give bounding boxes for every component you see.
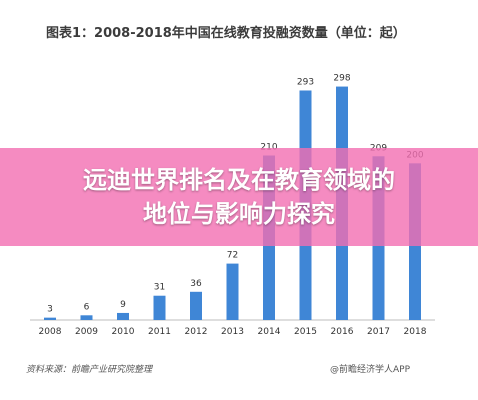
value-label-2008: 3: [47, 305, 53, 315]
value-label-2016: 298: [333, 74, 350, 84]
value-label-2011: 31: [154, 283, 165, 293]
x-tick-2013: 2013: [221, 327, 244, 337]
value-label-2009: 6: [84, 302, 90, 312]
bar-2013: [226, 263, 239, 320]
app-credit: @前瞻经济学人APP: [330, 365, 411, 375]
value-label-2012: 36: [190, 279, 202, 289]
bar-2012: [190, 291, 202, 320]
bar-2011: [153, 295, 166, 320]
x-tick-2012: 2012: [185, 327, 208, 337]
value-label-2014: 210: [260, 143, 277, 153]
bar-2008: [44, 317, 56, 320]
x-tick-2015: 2015: [294, 327, 317, 337]
x-tick-2009: 2009: [75, 327, 98, 337]
overlay-banner: 远迪世界排名及在教育领域的 地位与影响力探究: [0, 148, 478, 246]
banner-line-2: 地位与影响力探究: [143, 200, 335, 228]
x-tick-2010: 2010: [112, 327, 135, 337]
source-note: 资料来源：前瞻产业研究院整理: [26, 365, 153, 375]
x-tick-2016: 2016: [331, 327, 354, 337]
x-tick-2018: 2018: [404, 327, 427, 337]
x-tick-labels-group: 2008 2009 2010 2011 2012 2013 2014 2015 2016 2017…: [39, 327, 427, 337]
chart-title: 图表1：2008-2018年中国在线教育投融资数量（单位：起）: [46, 26, 406, 41]
bar-2009: [80, 315, 93, 320]
x-tick-2011: 2011: [148, 327, 171, 337]
banner-line-1: 远迪世界排名及在教育领域的: [83, 166, 395, 194]
x-tick-2017: 2017: [367, 327, 390, 337]
bar-2010: [117, 312, 129, 320]
x-tick-2008: 2008: [39, 327, 62, 337]
value-label-2013: 72: [227, 251, 238, 261]
value-label-2010: 9: [120, 300, 126, 310]
x-tick-2014: 2014: [258, 327, 281, 337]
value-label-2015: 293: [297, 77, 314, 87]
